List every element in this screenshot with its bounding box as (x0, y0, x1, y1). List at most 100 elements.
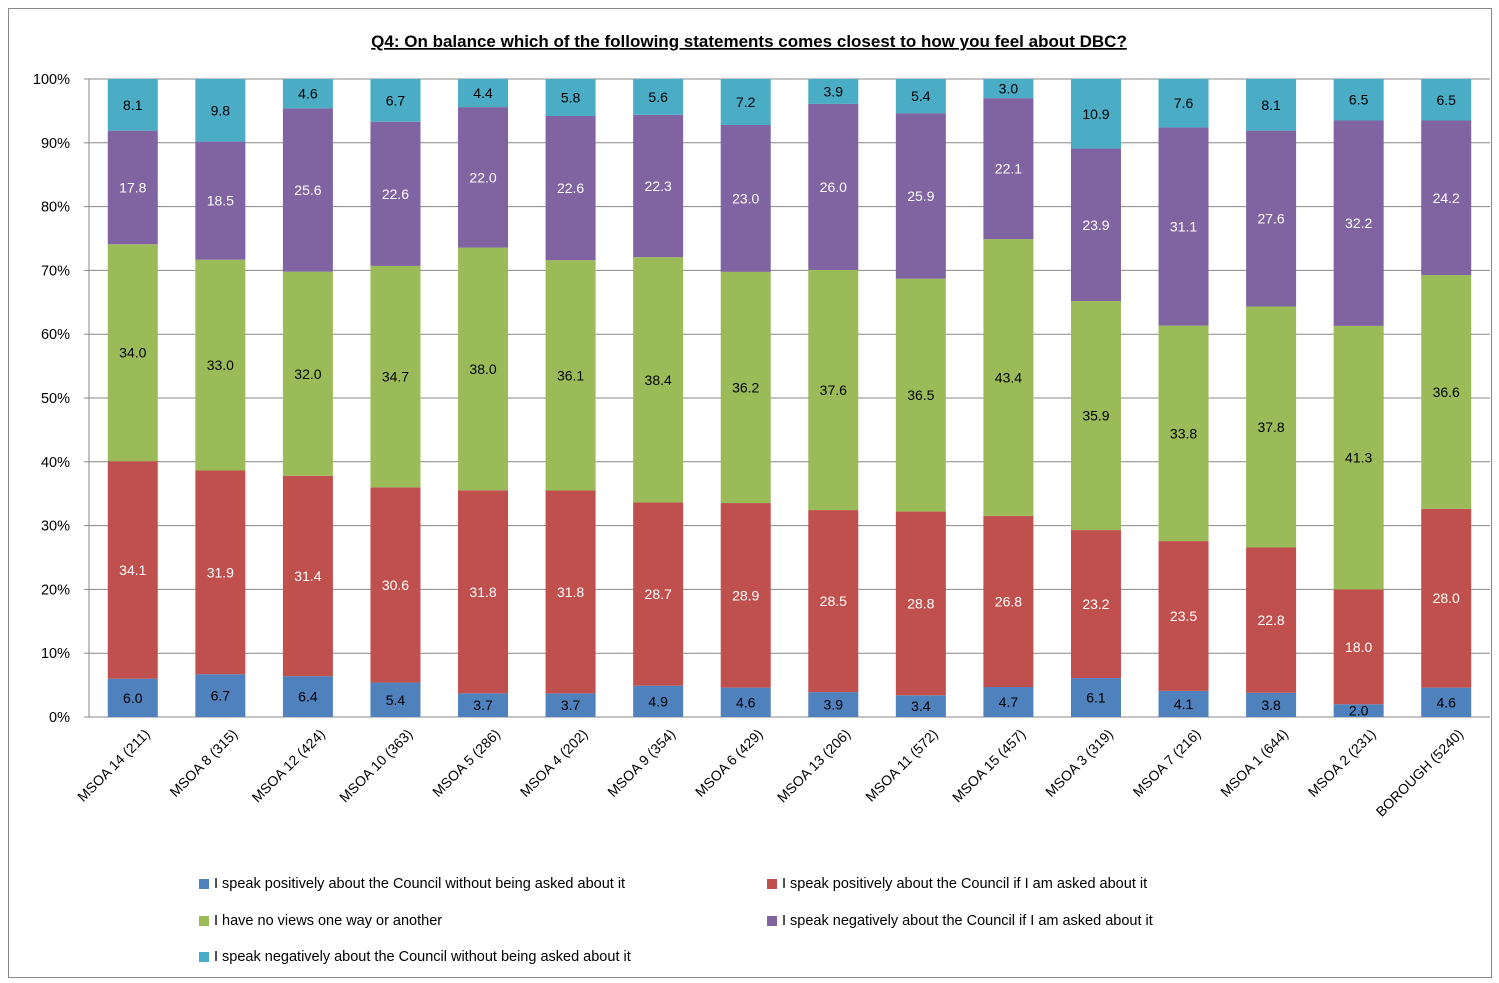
data-label: 28.8 (907, 595, 934, 611)
bar-segment (458, 490, 509, 694)
x-category-label: BOROUGH (5240) (1373, 726, 1467, 820)
x-category-label: MSOA 5 (286) (429, 726, 503, 800)
bar-segment (808, 510, 859, 693)
data-label: 4.4 (473, 85, 493, 101)
legend-item: I speak positively about the Council if … (767, 876, 1147, 892)
bar-segment (370, 265, 421, 488)
x-category-label: MSOA 3 (319) (1042, 726, 1116, 800)
bar-segment (895, 511, 946, 696)
data-label: 22.1 (995, 161, 1022, 177)
bar-segment (107, 244, 158, 462)
data-label: 7.2 (736, 94, 756, 110)
data-label: 36.1 (557, 367, 584, 383)
bar-segment (720, 687, 771, 717)
y-tick-label: 20% (41, 582, 70, 598)
x-category-label: MSOA 8 (315) (166, 726, 240, 800)
legend-item: I have no views one way or another (199, 913, 442, 929)
x-category-label: MSOA 9 (354) (604, 726, 678, 800)
legend-swatch (767, 916, 777, 926)
bar-segment (1158, 541, 1209, 691)
data-label: 35.9 (1082, 408, 1109, 424)
bar-segment (1333, 704, 1384, 717)
bar-segment (720, 271, 771, 504)
y-tick-label: 30% (41, 519, 70, 535)
bar-segment (282, 108, 333, 272)
bar-segment (107, 461, 158, 679)
data-label: 37.6 (820, 382, 847, 398)
y-tick-label: 0% (49, 710, 70, 726)
legend-label: I speak positively about the Council wit… (214, 876, 626, 892)
bar-segment (983, 516, 1034, 688)
legend-item: I speak positively about the Council wit… (199, 876, 625, 892)
chart-title: Q4: On balance which of the following st… (371, 32, 1127, 51)
data-label: 10.9 (1082, 106, 1109, 122)
data-label: 3.0 (999, 81, 1019, 97)
data-label: 25.9 (907, 188, 934, 204)
bar-segment (983, 687, 1034, 717)
data-label: 34.1 (119, 562, 146, 578)
x-category-label: MSOA 11 (572) (862, 726, 941, 805)
bar-segment (1333, 79, 1384, 121)
bar-segment (720, 124, 771, 272)
data-label: 43.4 (995, 370, 1022, 386)
x-category-label: MSOA 7 (216) (1130, 726, 1204, 800)
data-label: 34.7 (382, 369, 409, 385)
y-axis: 0% 10% 20% 30% 40% 50% 60% 70% 80% 90% 100% (33, 72, 90, 726)
bar-segment (1070, 301, 1121, 531)
bar-segment (545, 260, 596, 491)
bar-segment (983, 79, 1034, 99)
bar-segment (195, 79, 246, 142)
data-label: 36.6 (1433, 384, 1460, 400)
data-label: 6.7 (386, 92, 406, 108)
x-category-label: MSOA 2 (231) (1305, 726, 1379, 800)
data-label: 8.1 (123, 97, 143, 113)
bar-segment (107, 79, 158, 131)
data-label: 17.8 (119, 179, 146, 195)
bar-segment (1246, 547, 1297, 693)
data-label: 18.5 (207, 193, 234, 209)
data-label: 9.8 (211, 102, 231, 118)
bar-segment (1333, 589, 1384, 705)
bar-segment (545, 490, 596, 694)
bar-segment (1070, 148, 1121, 302)
data-label: 8.1 (1261, 97, 1281, 113)
data-label: 26.8 (995, 594, 1022, 610)
data-label: 5.6 (648, 89, 668, 105)
bar-segment (1070, 678, 1121, 717)
bar-segment (282, 676, 333, 717)
bar-segment (633, 114, 684, 258)
data-label: 28.9 (732, 587, 759, 603)
bar-segment (895, 113, 946, 279)
bar-segment (983, 239, 1034, 517)
y-tick-label: 80% (41, 200, 70, 216)
legend-swatch (199, 879, 209, 889)
y-tick-label: 100% (33, 72, 70, 88)
bar-segment (545, 116, 596, 261)
bar-segment (1421, 275, 1472, 509)
bar-segment (633, 685, 684, 717)
bar-segment (1070, 530, 1121, 679)
bar-segment (282, 271, 333, 476)
data-label: 22.3 (645, 178, 672, 194)
data-label: 4.6 (298, 86, 318, 102)
legend-swatch (199, 952, 209, 962)
data-label: 2.0 (1349, 703, 1369, 719)
bar-segment (720, 79, 771, 125)
bar-segment (370, 487, 421, 683)
y-tick-label: 40% (41, 455, 70, 471)
data-label: 22.6 (382, 186, 409, 202)
bar-segment (545, 79, 596, 117)
bar-segment (195, 470, 246, 675)
bar-segment (1421, 120, 1472, 276)
data-label: 6.1 (1086, 690, 1106, 706)
data-label: 33.0 (207, 357, 234, 373)
data-labels: 6.0 34.1 34.0 17.8 8.1 6.7 31.9 33.0 18.5 9.8 6.4 3… (119, 81, 1460, 719)
data-label: 31.1 (1170, 219, 1197, 235)
data-label: 4.9 (648, 693, 668, 709)
y-tick-label: 90% (41, 136, 70, 152)
data-label: 6.5 (1349, 92, 1369, 108)
data-label: 4.6 (1436, 694, 1456, 710)
legend-item: I speak negatively about the Council wit… (199, 949, 631, 965)
bar-segment (458, 247, 509, 491)
